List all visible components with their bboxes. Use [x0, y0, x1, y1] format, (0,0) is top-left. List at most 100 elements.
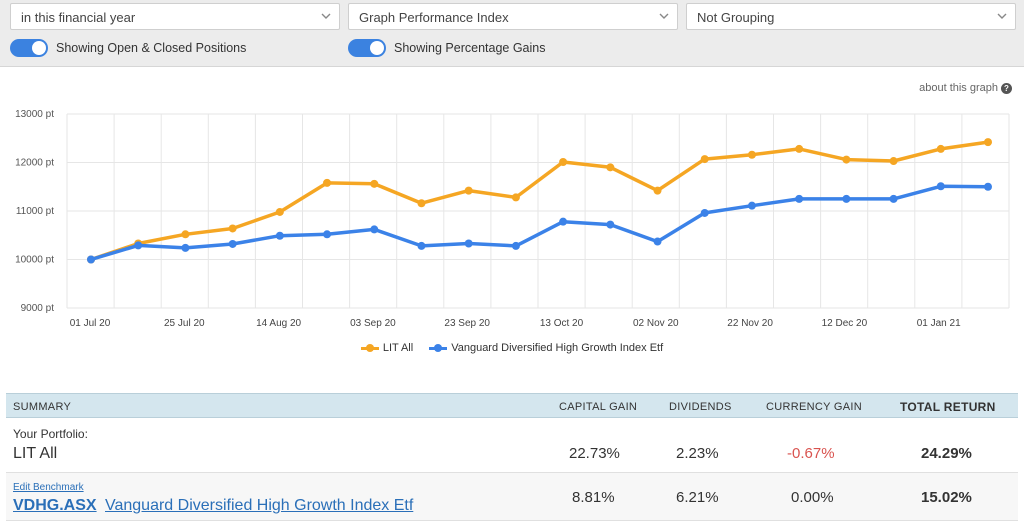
x-tick-label: 12 Dec 20: [822, 318, 868, 329]
portfolio-currency-gain: -0.67%: [787, 445, 835, 462]
graph-type-select[interactable]: Graph Performance Index: [348, 3, 678, 30]
data-point-series-1[interactable]: [228, 224, 237, 233]
data-point-series-2[interactable]: [228, 239, 237, 248]
y-tick-label: 11000 pt: [16, 206, 54, 217]
chevron-down-icon: [321, 13, 331, 19]
data-point-series-1[interactable]: [275, 207, 284, 216]
data-point-series-2[interactable]: [559, 217, 568, 226]
positions-toggle-row: Showing Open & Closed Positions: [10, 38, 246, 58]
data-point-series-1[interactable]: [559, 158, 568, 167]
data-point-series-2[interactable]: [889, 194, 898, 203]
data-point-series-1[interactable]: [889, 157, 898, 166]
data-point-series-1[interactable]: [370, 179, 379, 188]
data-point-series-2[interactable]: [795, 194, 804, 203]
about-graph-link[interactable]: about this graph ?: [919, 82, 1012, 94]
data-point-series-2[interactable]: [181, 243, 190, 252]
gains-toggle-row: Showing Percentage Gains: [348, 38, 545, 58]
chevron-down-icon: [659, 13, 669, 19]
portfolio-name: LIT All: [13, 445, 58, 462]
data-point-series-1[interactable]: [464, 186, 473, 195]
y-axis-ticks: 9000 pt 10000 pt 11000 pt 12000 pt 13000 pt: [15, 109, 54, 314]
header-total-return: TOTAL RETURN: [900, 400, 996, 414]
x-tick-label: 01 Jan 21: [917, 318, 961, 329]
x-tick-label: 14 Aug 20: [256, 318, 301, 329]
benchmark-row: Edit Benchmark VDHG.ASX Vanguard Diversi…: [6, 473, 1018, 521]
about-graph-text: about this graph: [919, 82, 998, 94]
percentage-gains-toggle[interactable]: [348, 39, 386, 57]
percentage-gains-toggle-label: Showing Percentage Gains: [394, 41, 546, 55]
benchmark-name-link[interactable]: Vanguard Diversified High Growth Index E…: [105, 497, 414, 514]
chart-grid: [66, 113, 1010, 309]
data-point-series-2[interactable]: [417, 241, 426, 250]
data-point-series-1[interactable]: [842, 155, 851, 164]
legend-item-2[interactable]: Vanguard Diversified High Growth Index E…: [429, 342, 663, 354]
legend-item-1[interactable]: LIT All: [360, 342, 414, 354]
data-point-series-1[interactable]: [511, 193, 520, 202]
grouping-select[interactable]: Not Grouping: [686, 3, 1016, 30]
data-point-series-1[interactable]: [181, 230, 190, 239]
benchmark-currency-gain: 0.00%: [791, 489, 834, 506]
positions-toggle[interactable]: [10, 39, 48, 57]
benchmark-ticker-link[interactable]: VDHG.ASX: [13, 497, 97, 514]
data-point-series-2[interactable]: [275, 231, 284, 240]
portfolio-dividends: 2.23%: [676, 445, 719, 462]
x-tick-label: 23 Sep 20: [444, 318, 490, 329]
benchmark-dividends: 6.21%: [676, 489, 719, 506]
header-dividends: DIVIDENDS: [669, 401, 732, 413]
toggle-knob: [370, 41, 384, 55]
data-point-series-1[interactable]: [747, 150, 756, 159]
data-point-series-1[interactable]: [795, 144, 804, 153]
data-point-series-1[interactable]: [700, 155, 709, 164]
summary-table: SUMMARY CAPITAL GAIN DIVIDENDS CURRENCY …: [6, 393, 1018, 521]
graph-type-select-value: Graph Performance Index: [359, 10, 509, 25]
help-icon: ?: [1001, 82, 1012, 94]
data-point-series-1[interactable]: [323, 178, 332, 187]
data-point-series-2[interactable]: [87, 255, 95, 264]
series-line-1: [90, 140, 989, 262]
x-tick-label: 03 Sep 20: [350, 318, 396, 329]
summary-header: SUMMARY CAPITAL GAIN DIVIDENDS CURRENCY …: [6, 393, 1018, 418]
legend-marker-icon: [429, 343, 448, 353]
data-point-series-2[interactable]: [936, 182, 945, 191]
benchmark-capital-gain: 8.81%: [572, 489, 615, 506]
data-point-series-2[interactable]: [134, 241, 143, 250]
legend-label: Vanguard Diversified High Growth Index E…: [451, 342, 664, 354]
data-point-series-2[interactable]: [370, 225, 379, 234]
x-tick-label: 01 Jul 20: [70, 318, 111, 329]
y-tick-label: 13000 pt: [15, 109, 54, 120]
data-point-series-1[interactable]: [417, 199, 426, 208]
edit-benchmark-link[interactable]: Edit Benchmark: [13, 482, 84, 493]
portfolio-row: Your Portfolio: LIT All 22.73% 2.23% -0.…: [6, 418, 1018, 473]
data-point-series-1[interactable]: [936, 144, 945, 153]
header-capital-gain: CAPITAL GAIN: [559, 401, 638, 413]
portfolio-label: Your Portfolio:: [13, 427, 88, 441]
data-point-series-2[interactable]: [511, 241, 520, 250]
period-select[interactable]: in this financial year: [10, 3, 340, 30]
y-tick-label: 12000 pt: [15, 158, 54, 169]
legend-label: LIT All: [382, 342, 414, 354]
data-point-series-1[interactable]: [984, 138, 992, 147]
positions-toggle-label: Showing Open & Closed Positions: [56, 41, 247, 55]
data-point-series-1[interactable]: [653, 186, 662, 195]
data-point-series-2[interactable]: [606, 220, 615, 229]
data-point-series-2[interactable]: [747, 201, 756, 210]
data-point-series-2[interactable]: [984, 182, 992, 191]
grouping-select-value: Not Grouping: [697, 10, 775, 25]
portfolio-total-return: 24.29%: [921, 445, 972, 462]
data-point-series-2[interactable]: [842, 194, 851, 203]
data-point-series-1[interactable]: [606, 163, 615, 172]
legend-marker-icon: [360, 343, 379, 353]
data-point-series-2[interactable]: [464, 239, 473, 248]
chart-series: [87, 138, 992, 264]
data-point-series-2[interactable]: [653, 237, 662, 246]
chart-legend: LIT All Vanguard Diversified High Growth …: [0, 342, 1024, 354]
data-point-series-2[interactable]: [323, 230, 332, 239]
header-currency-gain: CURRENCY GAIN: [766, 401, 862, 413]
data-point-series-2[interactable]: [700, 208, 709, 217]
x-tick-label: 13 Oct 20: [540, 318, 584, 329]
period-select-value: in this financial year: [21, 10, 136, 25]
x-axis-ticks: 01 Jul 20 25 Jul 20 14 Aug 20 03 Sep 20 23 S…: [70, 318, 961, 329]
header-summary: SUMMARY: [13, 401, 72, 413]
series-line-2: [90, 184, 989, 262]
x-tick-label: 02 Nov 20: [633, 318, 679, 329]
